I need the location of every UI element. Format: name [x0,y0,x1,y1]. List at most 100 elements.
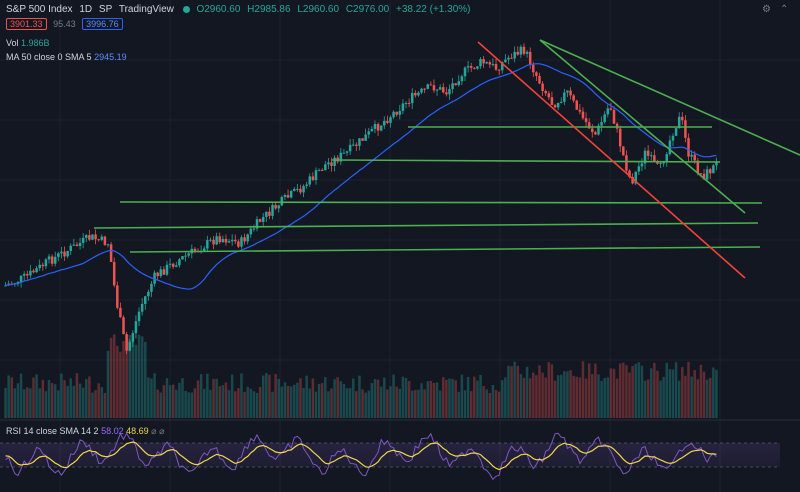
volume-bar [187,392,190,418]
trendlines [93,39,800,279]
volume-bar [230,374,234,418]
candle-body [528,51,532,65]
volume-bar [423,389,426,418]
candle-body [150,283,153,292]
candle-body [420,88,423,93]
volume-bar [504,377,507,418]
volume-bar [7,375,10,418]
candle-body [457,81,461,86]
volume-bar [302,387,305,418]
sell-button[interactable]: 3901.33 [6,18,47,30]
candle-body [109,244,113,262]
volume-bar [13,388,17,418]
volume-bar [47,380,51,418]
candle-body [466,66,470,68]
candle-body [584,118,588,123]
volume-bar [442,377,445,418]
volume-bar [128,335,131,418]
buy-button[interactable]: 3996.76 [82,18,123,30]
candle-body [156,272,159,277]
candle-body [227,241,231,243]
volume-bar [156,389,159,418]
volume-bar [271,391,274,418]
candle-body [497,69,501,71]
volume-bar [541,372,544,418]
volume-bar [690,376,693,418]
candle-body [379,125,383,131]
volume-bar [376,379,380,418]
volume-bar [72,385,76,418]
volume-bar [66,385,69,418]
volume-bar [367,390,371,418]
candle-body [476,66,479,69]
candle-body [50,256,54,264]
volume-bar [246,386,249,418]
candle-body [544,91,547,94]
collapse-icon[interactable]: ⌃ [780,4,789,15]
candle-body [587,122,591,129]
candle-body [302,185,305,193]
candle-body [671,135,675,141]
volume-bar [650,368,653,418]
candle-body [271,204,274,216]
candle-body [255,219,259,229]
candle-body [209,239,212,241]
vol-label: Vol [6,38,19,48]
settings-icon[interactable]: ⚙ [762,4,771,15]
candle-body [547,93,551,98]
volume-bar [286,385,290,418]
candle-body [386,120,389,123]
volume-bar [712,367,715,418]
candle-body [696,160,700,174]
volume-bar [206,373,209,418]
volume-bar [696,379,700,418]
candle-body [401,103,405,111]
candle-body [643,150,647,164]
candle-body [314,170,318,181]
open-value: O2960.60 [196,4,241,15]
candle-body [32,270,35,273]
hide-icon[interactable]: ⌀ ⌀ [151,426,165,436]
symbol-name[interactable]: S&P 500 Index [6,4,73,15]
volume-bar [578,377,582,418]
volume-bar [417,389,420,418]
volume-bar [255,392,259,418]
candle-body [702,173,706,180]
volume-bar [308,388,312,418]
candle-body [445,92,448,95]
volume-bar [29,388,32,418]
candle-body [277,205,280,209]
volume-bar [265,373,268,418]
volume-bar [559,374,563,418]
volume-bar [327,391,330,418]
volume-bar [445,379,448,418]
candle-body [268,211,271,216]
interval[interactable]: 1D [79,4,93,15]
volume-bar [88,376,91,418]
candle-body [168,263,172,265]
volume-bar [435,382,439,418]
candle-body [143,296,147,304]
volume-bar [296,382,299,418]
vol-value: 1.986B [21,38,50,48]
volume-bar [153,373,156,418]
candle-body [41,264,45,267]
candles [4,43,718,354]
volume-bar [553,380,557,418]
support-line-3 [119,201,763,204]
candle-body [184,255,187,257]
volume-bar [631,365,634,418]
volume-bar [594,363,597,418]
candle-body [218,236,222,243]
candle-body [308,176,312,185]
volume-bar [268,374,271,418]
volume-bar [591,374,594,418]
volume-bar [550,364,554,418]
volume-bar [261,375,265,418]
candle-body [358,138,361,146]
candle-body [178,259,181,266]
volume-bar [600,380,603,418]
candle-body [317,170,321,172]
candle-body [597,125,600,135]
